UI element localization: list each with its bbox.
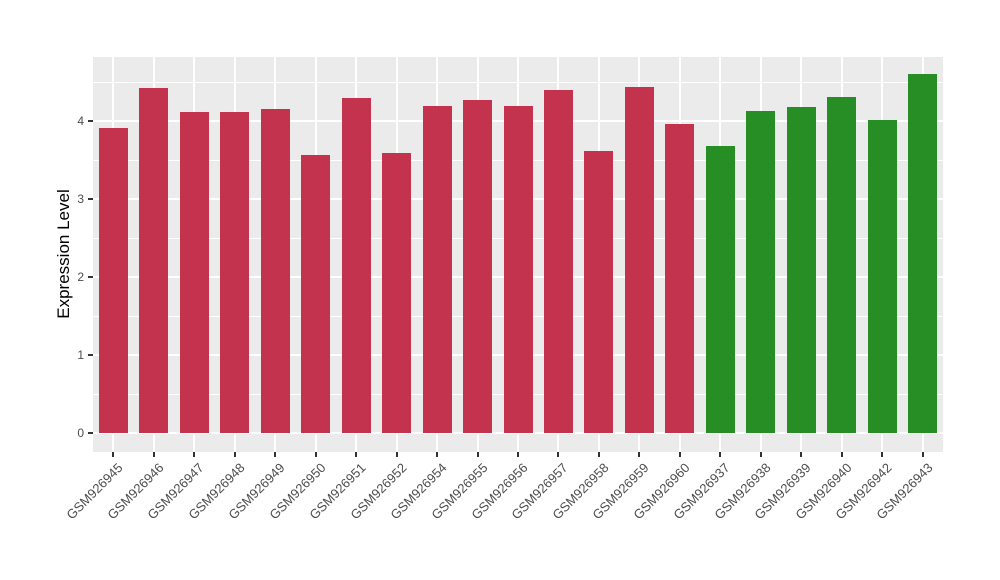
bar bbox=[543, 89, 573, 433]
bar bbox=[665, 124, 695, 433]
x-tick-mark bbox=[881, 452, 884, 457]
x-tick-mark bbox=[840, 452, 843, 457]
bar bbox=[260, 109, 290, 433]
x-tick-mark bbox=[597, 452, 600, 457]
x-tick-mark bbox=[476, 452, 479, 457]
x-tick-mark bbox=[678, 452, 681, 457]
y-tick-label: 4 bbox=[77, 114, 84, 128]
y-tick-mark bbox=[88, 198, 93, 200]
bar bbox=[301, 154, 331, 433]
bar bbox=[827, 96, 857, 433]
x-tick-mark bbox=[719, 452, 722, 457]
plot-panel bbox=[93, 57, 943, 452]
y-axis-title: Expression Level bbox=[54, 189, 73, 319]
bar bbox=[624, 86, 654, 433]
bar bbox=[867, 120, 897, 433]
x-tick-mark bbox=[355, 452, 358, 457]
x-tick-mark bbox=[314, 452, 317, 457]
x-tick-mark bbox=[557, 452, 560, 457]
bar bbox=[786, 106, 816, 433]
bar bbox=[98, 128, 128, 433]
y-tick-mark bbox=[88, 432, 93, 434]
y-tick-label: 0 bbox=[77, 426, 84, 440]
bar bbox=[220, 111, 250, 433]
bar bbox=[179, 111, 209, 433]
bar bbox=[463, 99, 493, 433]
x-tick-mark bbox=[759, 452, 762, 457]
y-tick-mark bbox=[88, 354, 93, 356]
y-tick-label: 3 bbox=[77, 192, 84, 206]
x-tick-mark bbox=[800, 452, 803, 457]
x-tick-mark bbox=[395, 452, 398, 457]
y-tick-label: 2 bbox=[77, 270, 84, 284]
x-tick-mark bbox=[112, 452, 115, 457]
y-tick-mark bbox=[88, 120, 93, 122]
x-tick-mark bbox=[274, 452, 277, 457]
bar bbox=[422, 106, 452, 433]
bar bbox=[705, 145, 735, 433]
x-tick-mark bbox=[638, 452, 641, 457]
bar bbox=[503, 106, 533, 433]
y-tick-label: 1 bbox=[77, 348, 84, 362]
y-tick-mark bbox=[88, 276, 93, 278]
x-tick-mark bbox=[233, 452, 236, 457]
x-tick-mark bbox=[152, 452, 155, 457]
x-tick-mark bbox=[193, 452, 196, 457]
x-tick-mark bbox=[517, 452, 519, 457]
bar bbox=[341, 97, 371, 433]
bar bbox=[584, 150, 614, 433]
x-tick-mark bbox=[436, 452, 439, 457]
bar bbox=[908, 74, 938, 433]
bar bbox=[139, 88, 169, 433]
x-tick-mark bbox=[921, 452, 924, 457]
bar bbox=[382, 152, 412, 433]
bar bbox=[746, 110, 776, 433]
